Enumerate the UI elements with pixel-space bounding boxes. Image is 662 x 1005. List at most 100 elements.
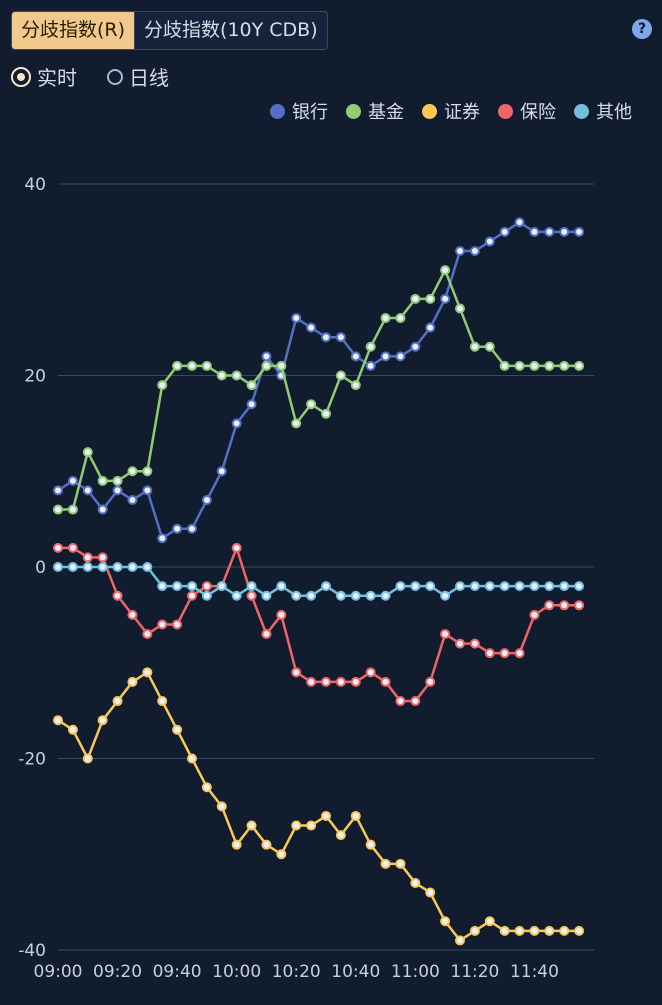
- legend-item-fund[interactable]: 基金: [346, 98, 404, 124]
- x-tick-label-2: 09:40: [153, 962, 202, 982]
- tab-divergence-index-10y-cdb[interactable]: 分歧指数(10Y CDB): [134, 12, 327, 49]
- series-point-0-28: [469, 246, 480, 257]
- legend-label-securities: 证券: [444, 102, 480, 123]
- series-point-0-31: [514, 217, 525, 228]
- series-point-4-0: [53, 562, 63, 572]
- legend-item-securities[interactable]: 证券: [422, 98, 480, 124]
- series-point-1-30: [499, 360, 510, 371]
- timeframe-radio-group: 实时 日线: [11, 62, 169, 91]
- series-point-4-5: [127, 562, 138, 572]
- series-point-0-10: [201, 494, 212, 505]
- series-point-4-15: [276, 581, 287, 592]
- x-tick-label-0: 09:00: [34, 962, 83, 982]
- series-point-3-9: [187, 590, 197, 601]
- series-point-3-34: [559, 600, 570, 611]
- series-point-0-4: [112, 485, 123, 496]
- series-point-2-16: [291, 820, 302, 831]
- radio-daily[interactable]: 日线: [107, 62, 169, 91]
- series-point-1-18: [321, 408, 331, 419]
- series-point-4-18: [321, 581, 331, 592]
- series-point-4-28: [469, 581, 480, 592]
- radio-daily-label: 日线: [129, 66, 169, 90]
- series-point-4-17: [306, 590, 317, 601]
- tab-divergence-index-r[interactable]: 分歧指数(R): [12, 12, 135, 49]
- series-line-2: [57, 671, 580, 942]
- series-point-3-8: [172, 619, 183, 630]
- series-point-2-30: [499, 925, 510, 936]
- radio-realtime[interactable]: 实时: [11, 62, 77, 91]
- tab-bar: 分歧指数(R) 分歧指数(10Y CDB): [11, 11, 328, 50]
- series-point-1-2: [82, 447, 93, 458]
- series-point-2-23: [395, 858, 406, 869]
- series-point-2-17: [306, 820, 317, 831]
- series-point-0-18: [321, 332, 331, 343]
- series-point-0-12: [231, 418, 242, 429]
- x-tick-label-8: 11:40: [510, 962, 559, 982]
- series-point-3-26: [440, 629, 451, 640]
- series-point-0-23: [395, 351, 406, 362]
- series-point-4-25: [425, 581, 436, 592]
- legend-label-fund: 基金: [368, 102, 404, 123]
- series-point-0-26: [440, 293, 451, 304]
- series-point-2-1: [67, 724, 78, 735]
- series-point-1-32: [529, 360, 540, 371]
- legend-label-bank: 银行: [292, 102, 328, 123]
- series-point-2-9: [187, 753, 197, 764]
- series-point-2-31: [514, 925, 525, 936]
- y-tick-label-4: -40: [18, 941, 46, 961]
- series-point-4-27: [455, 581, 465, 592]
- series-point-3-32: [529, 609, 540, 620]
- series-point-0-25: [425, 322, 436, 333]
- series-point-1-3: [97, 475, 108, 486]
- series-point-2-25: [425, 887, 436, 898]
- x-tick-label-3: 10:00: [212, 962, 261, 982]
- series-point-3-16: [291, 667, 302, 678]
- series-point-2-14: [261, 839, 272, 850]
- series-point-0-1: [67, 475, 78, 486]
- radio-unchecked-icon: [107, 68, 123, 85]
- series-point-1-23: [395, 313, 406, 324]
- series-point-2-11: [216, 801, 227, 812]
- series-point-2-3: [97, 715, 108, 726]
- series-point-2-15: [276, 849, 287, 860]
- series-point-2-2: [82, 753, 93, 764]
- series-point-2-13: [246, 820, 257, 831]
- legend-label-other: 其他: [596, 102, 632, 123]
- help-icon[interactable]: ?: [632, 19, 652, 39]
- series-point-0-24: [410, 341, 421, 352]
- series-point-2-7: [157, 696, 168, 707]
- series-point-0-19: [335, 332, 346, 343]
- series-point-2-6: [142, 667, 153, 678]
- y-tick-label-2: 0: [35, 558, 46, 578]
- series-point-4-2: [82, 562, 93, 572]
- series-point-1-4: [112, 475, 123, 486]
- series-point-4-11: [216, 581, 227, 592]
- radio-realtime-label: 实时: [37, 66, 77, 90]
- legend-item-other[interactable]: 其他: [574, 98, 632, 124]
- series-point-3-4: [112, 590, 123, 601]
- legend-label-insurance: 保险: [520, 102, 556, 123]
- legend-swatch-insurance: [498, 103, 513, 119]
- series-point-2-4: [112, 696, 123, 707]
- series-point-3-2: [82, 552, 93, 563]
- x-tick-label-5: 10:40: [331, 962, 380, 982]
- series-point-0-0: [53, 485, 63, 496]
- series-point-2-10: [201, 782, 212, 793]
- series-point-2-12: [231, 839, 242, 850]
- series-point-0-14: [261, 351, 272, 362]
- series-point-1-9: [187, 360, 197, 371]
- series-point-3-7: [157, 619, 168, 630]
- series-point-4-1: [67, 562, 78, 572]
- series-point-0-27: [455, 246, 465, 257]
- series-point-3-27: [455, 638, 465, 649]
- legend-item-bank[interactable]: 银行: [270, 98, 328, 124]
- series-point-0-17: [306, 322, 317, 333]
- series-point-3-28: [469, 638, 480, 649]
- legend-item-insurance[interactable]: 保险: [498, 98, 556, 124]
- series-point-4-9: [187, 581, 197, 592]
- series-point-0-11: [216, 466, 227, 477]
- series-point-2-21: [365, 839, 376, 850]
- series-point-4-32: [529, 581, 540, 592]
- series-point-3-3: [97, 552, 108, 563]
